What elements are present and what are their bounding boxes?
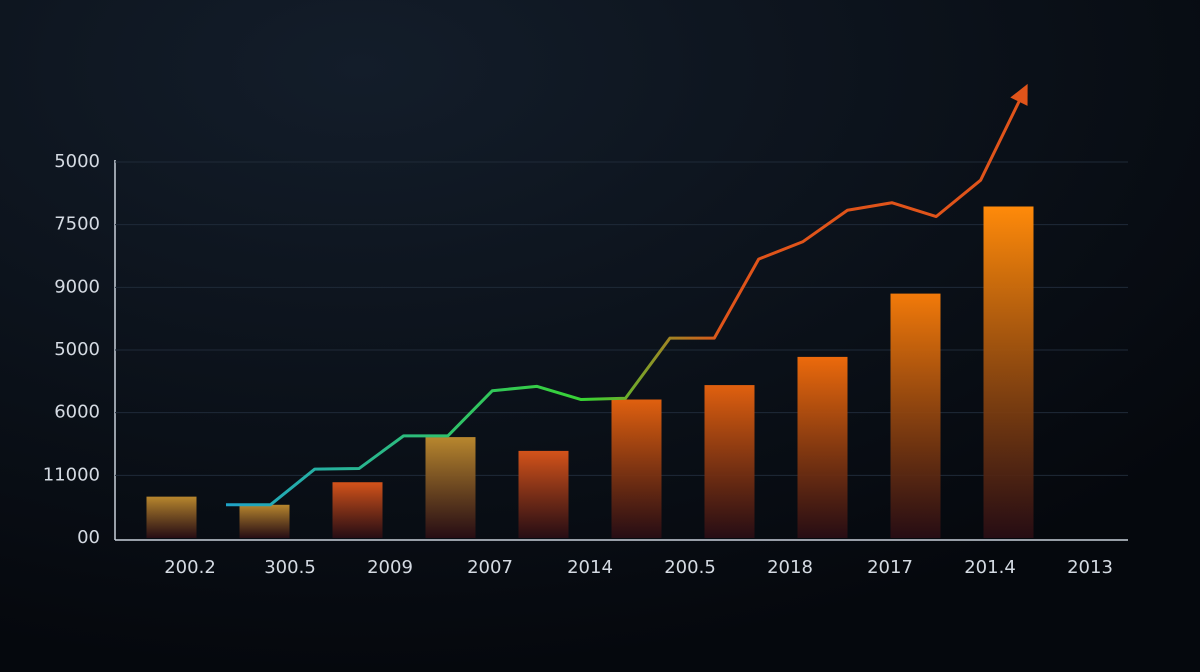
x-tick-label: 2009 (367, 557, 413, 578)
y-tick-label: 7500 (54, 214, 100, 235)
trend-line (226, 88, 1027, 507)
x-tick-label: 2017 (867, 557, 913, 578)
bar (890, 293, 941, 538)
y-tick-label: 5000 (54, 151, 100, 172)
arrow-head (1010, 83, 1028, 106)
bar (425, 437, 476, 538)
x-tick-label: 201.4 (964, 557, 1016, 578)
y-tick-label: 5000 (54, 339, 100, 360)
y-tick-label: 6000 (54, 402, 100, 423)
bar (146, 496, 197, 538)
x-tick-label: 200.2 (164, 557, 216, 578)
bar (704, 385, 755, 538)
y-tick-label: 9000 (54, 276, 100, 297)
y-tick-label: 00 (77, 527, 100, 548)
bar (239, 504, 290, 538)
x-tick-label: 200.5 (664, 557, 716, 578)
bar (332, 482, 383, 538)
x-tick-label: 300.5 (264, 557, 316, 578)
x-tick-label: 2007 (467, 557, 513, 578)
y-tick-label: 11000 (43, 464, 100, 485)
bar (611, 399, 662, 538)
x-tick-label: 2018 (767, 557, 813, 578)
x-tick-label: 2014 (567, 557, 613, 578)
bar (518, 450, 569, 538)
x-tick-label: 2013 (1067, 557, 1113, 578)
bar (983, 206, 1034, 538)
bar (797, 356, 848, 538)
